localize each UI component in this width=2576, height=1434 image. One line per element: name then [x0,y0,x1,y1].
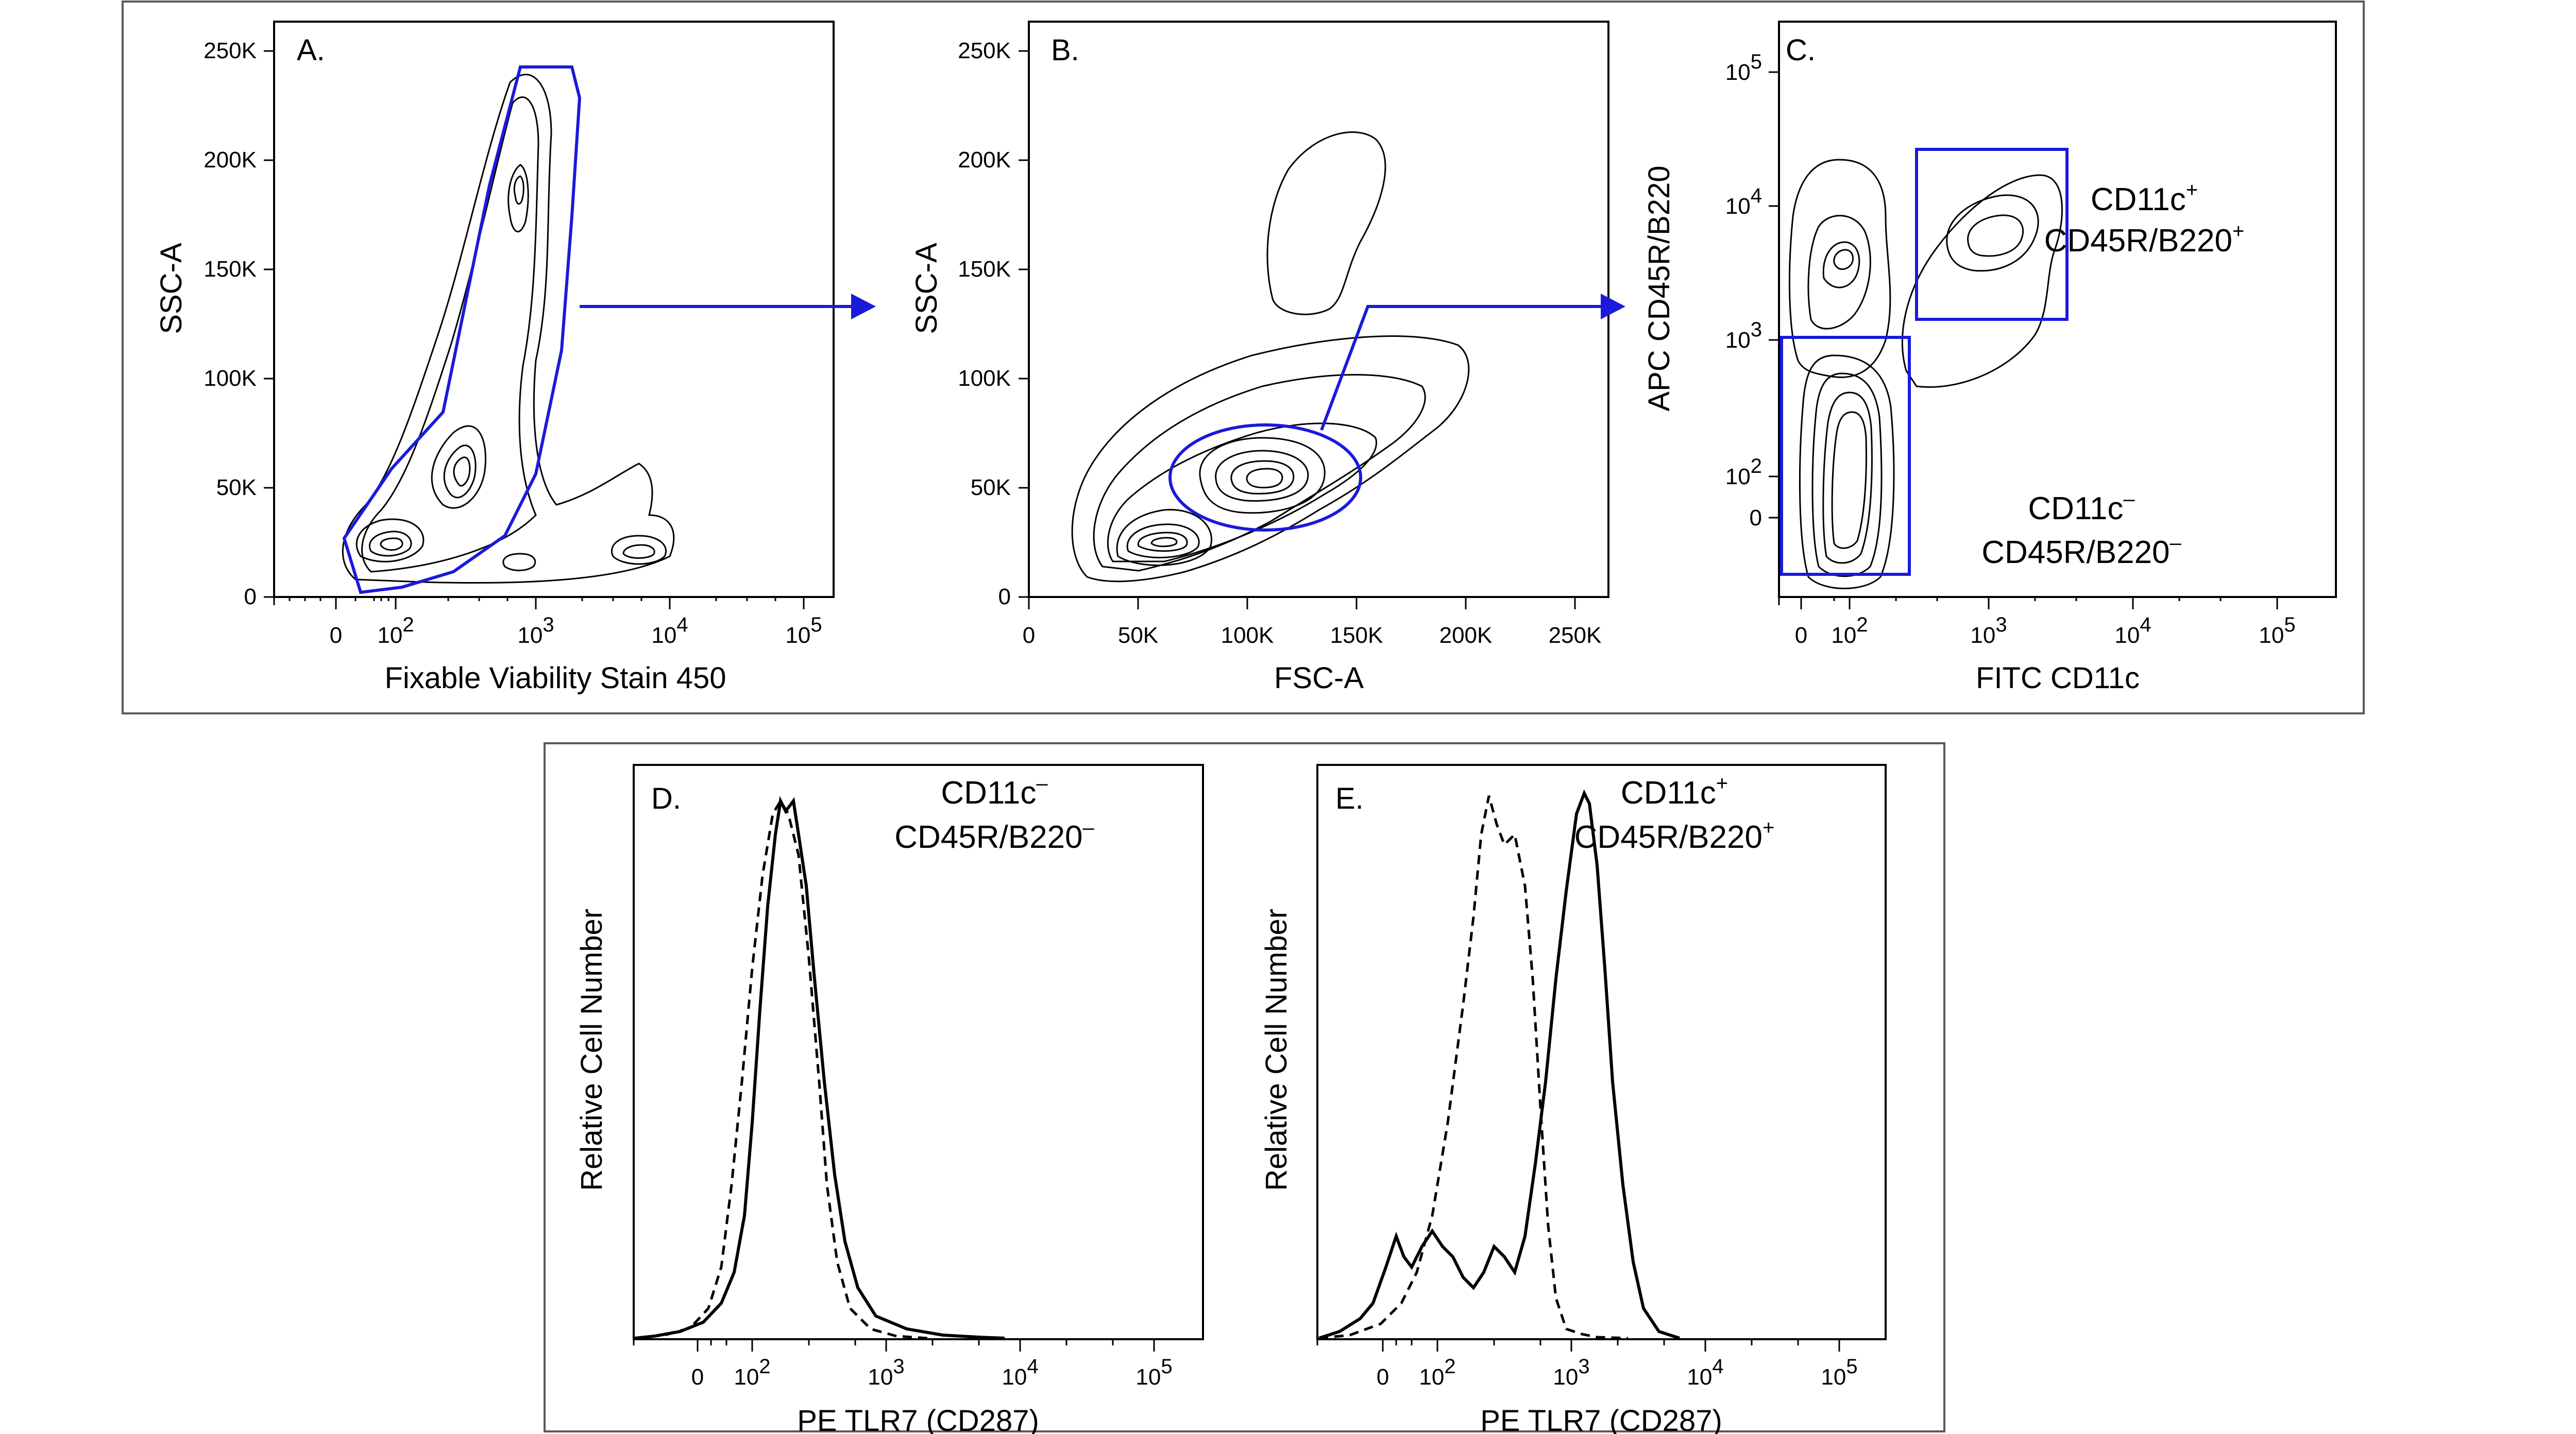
panel-d-xtick-2: 103 [868,1355,904,1390]
panel-b-xtick-2: 100K [1221,623,1274,648]
panel-b-xtick-4: 200K [1439,623,1493,648]
panel-a-xtick-2: 103 [517,613,554,648]
panel-a-xlabel: Fixable Viability Stain 450 [384,661,726,695]
panel-a-contours [342,74,675,584]
panel-b-contours [1071,131,1470,583]
panel-a-ylabel: SSC-A [155,243,188,334]
panel-c-ytick-3: 104 [1725,184,1762,219]
panel-b-ytick-4: 200K [958,147,1011,173]
panel-a-ytick-0: 0 [244,584,257,609]
panel-e-label: E. [1335,782,1364,815]
panel-b-debris-contour [1071,335,1470,583]
panel-c-gate-neg-line2: CD45R/B220– [1981,532,2181,570]
panel-a-ytick-2: 100K [204,366,257,391]
tick-marks [264,50,2278,1352]
panel-b-ytick-0: 0 [998,584,1011,609]
panel-e-xtick-0: 0 [1377,1364,1389,1390]
panel-b-ytick-3: 150K [958,257,1011,282]
panel-e-frame [1316,764,1887,1340]
panel-d-dashed-histogram [634,798,928,1340]
panel-c-ytick-1: 102 [1725,455,1762,489]
panel-a-xtick-0: 0 [330,623,342,648]
gating-arrows [580,305,1610,431]
bottom-figure-frame [544,742,1945,1432]
panel-e-annotation-line2: CD45R/B220+ [1574,816,1775,855]
panel-d-label: D. [651,782,681,815]
panel-c-ylabel: APC CD45R/B220 [1642,165,1676,411]
panel-c-label: C. [1786,33,1816,67]
panel-e-xtick-2: 103 [1553,1355,1589,1390]
panel-b-xtick-3: 150K [1330,623,1383,648]
panel-a-xtick-1: 102 [377,613,414,648]
panel-a-live-gate [342,65,582,594]
panel-c-gate-negative [1780,336,1911,576]
panel-c-contours [1788,159,2063,589]
panel-a-xtick-3: 104 [651,613,688,648]
panel-d-annotation-line1: CD11c– [941,772,1048,811]
panel-c-xtick-2: 103 [1970,613,2007,648]
panel-c-low-contour [1799,354,1895,589]
panel-e-solid-histogram [1318,789,1680,1340]
arrow-a-to-b-head [851,294,876,319]
panel-b-xtick-0: 0 [1023,623,1035,648]
panel-e-annotation-line1: CD11c+ [1621,772,1728,811]
panel-e-xtick-1: 102 [1419,1355,1455,1390]
panel-c-xtick-0: 0 [1795,623,1807,648]
panel-c-ytick-0: 0 [1750,505,1762,531]
top-figure-frame [122,1,2365,714]
panel-b-ytick-1: 50K [971,475,1011,500]
panel-c-gate-neg-line1: CD11c– [2028,488,2135,526]
panel-e-xlabel: PE TLR7 (CD287) [1480,1404,1722,1434]
panel-a-ytick-4: 200K [204,147,257,173]
panel-a-xtick-4: 105 [785,613,822,648]
panel-c-b220-contour [1788,159,1891,378]
panel-c-frame [1778,21,2337,598]
panel-d-xtick-4: 105 [1136,1355,1172,1390]
arrow-b-to-c-head [1601,294,1625,319]
panel-a-ytick-5: 250K [204,38,257,63]
panel-d-xlabel: PE TLR7 (CD287) [797,1404,1039,1434]
panel-c-ytick-4: 105 [1725,50,1762,85]
panel-c-xlabel: FITC CD11c [1976,661,2140,695]
panel-c-xtick-4: 105 [2259,613,2295,648]
panel-b-xtick-1: 50K [1118,623,1158,648]
panel-a-main-contour [342,74,675,584]
panel-b-granulocyte-contour [1266,131,1386,315]
panel-b-xtick-5: 250K [1549,623,1602,648]
panel-b-ytick-5: 250K [958,38,1011,63]
panel-c-pdc-contour [1902,174,2063,388]
panel-c-xtick-3: 104 [2114,613,2151,648]
panel-d-annotation-line2: CD45R/B220– [894,816,1094,855]
panel-c-gate-pos-line2: CD45R/B220+ [2044,220,2245,259]
panel-e-xtick-3: 104 [1687,1355,1723,1390]
panel-b-xlabel: FSC-A [1274,661,1364,695]
panel-c-xtick-1: 102 [1831,613,1868,648]
panel-c-gate-pdc [1915,148,2069,321]
panel-a-label: A. [297,33,325,67]
panel-a-frame [273,21,835,598]
arrow-b-to-c [1320,305,1610,431]
panel-d-solid-histogram [634,796,1005,1340]
panel-a-ytick-3: 150K [204,257,257,282]
panel-e-dashed-histogram [1318,795,1629,1340]
panel-d-ylabel: Relative Cell Number [575,909,608,1191]
panel-b-ytick-2: 100K [958,366,1011,391]
panel-e-xtick-4: 105 [1821,1355,1857,1390]
panel-b-ylabel: SSC-A [910,243,943,334]
panel-d-xtick-1: 102 [734,1355,770,1390]
panel-b-label: B. [1051,33,1079,67]
panel-c-gate-pos-line1: CD11c+ [2091,179,2198,217]
panel-d-frame [633,764,1204,1340]
panel-e-ylabel: Relative Cell Number [1260,909,1293,1191]
panel-a-ytick-1: 50K [216,475,257,500]
panel-c-ytick-2: 103 [1725,318,1762,353]
panel-b-gate-ellipse [1168,423,1362,532]
panel-d-xtick-3: 104 [1002,1355,1038,1390]
panel-d-xtick-0: 0 [691,1364,704,1390]
